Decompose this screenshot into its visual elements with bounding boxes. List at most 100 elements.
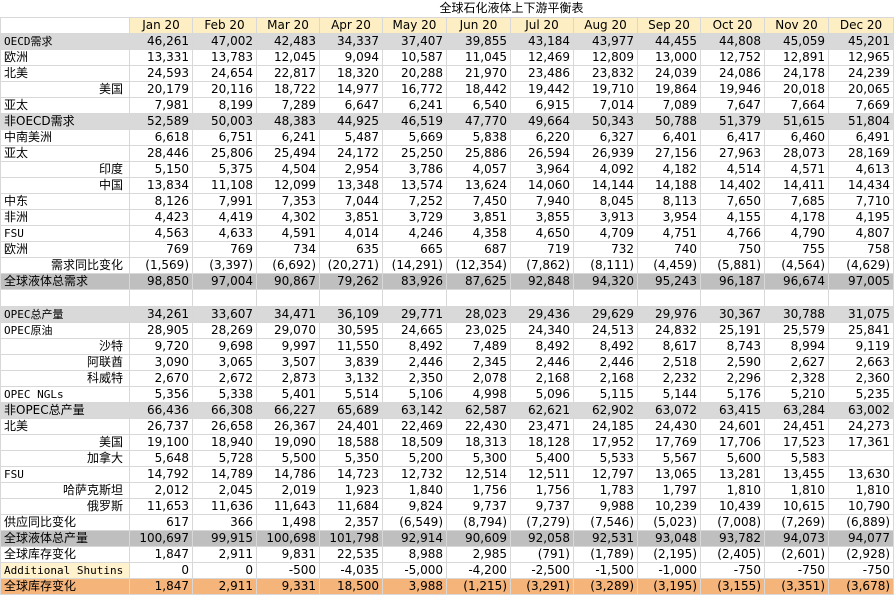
value-cell[interactable]: 7,353 bbox=[256, 192, 320, 210]
value-cell[interactable]: 1,498 bbox=[256, 513, 320, 531]
value-cell[interactable]: 5,600 bbox=[700, 449, 765, 467]
row-label[interactable]: 美国 bbox=[0, 433, 130, 451]
value-cell[interactable]: 93,782 bbox=[700, 529, 765, 547]
value-cell[interactable]: 24,178 bbox=[764, 64, 829, 82]
value-cell[interactable]: 34,261 bbox=[129, 305, 193, 323]
row-label[interactable]: 非OECD需求 bbox=[0, 112, 130, 130]
value-cell[interactable]: 92,914 bbox=[382, 529, 447, 547]
value-cell[interactable]: 4,790 bbox=[764, 224, 829, 242]
value-cell[interactable]: 20,018 bbox=[764, 80, 829, 98]
value-cell[interactable]: 22,535 bbox=[319, 545, 383, 563]
value-cell[interactable]: 100,698 bbox=[256, 529, 320, 547]
value-cell[interactable]: 27,156 bbox=[637, 144, 701, 162]
value-cell[interactable]: 26,658 bbox=[192, 417, 257, 435]
empty-cell[interactable] bbox=[827, 288, 894, 307]
value-cell[interactable]: 1,923 bbox=[319, 481, 383, 499]
value-cell[interactable]: 93,048 bbox=[637, 529, 701, 547]
value-cell[interactable]: 51,615 bbox=[764, 112, 829, 130]
value-cell[interactable]: 19,710 bbox=[573, 80, 638, 98]
value-cell[interactable]: 5,583 bbox=[764, 449, 829, 467]
row-label[interactable]: 北美 bbox=[0, 64, 130, 82]
value-cell[interactable]: 13,065 bbox=[637, 465, 701, 483]
value-cell[interactable]: (3,289) bbox=[573, 577, 638, 595]
value-cell[interactable]: 24,340 bbox=[510, 321, 574, 339]
value-cell[interactable]: 8,988 bbox=[382, 545, 447, 563]
value-cell[interactable]: 20,116 bbox=[192, 80, 257, 98]
value-cell[interactable]: 50,343 bbox=[573, 112, 638, 130]
value-cell[interactable]: 3,839 bbox=[319, 353, 383, 371]
value-cell[interactable]: 13,624 bbox=[446, 176, 511, 194]
value-cell[interactable]: (7,269) bbox=[764, 513, 829, 531]
value-cell[interactable]: 5,356 bbox=[129, 385, 193, 403]
value-cell[interactable]: 7,089 bbox=[637, 96, 701, 114]
value-cell[interactable]: 50,788 bbox=[637, 112, 701, 130]
value-cell[interactable]: 50,003 bbox=[192, 112, 257, 130]
value-cell[interactable]: 2,446 bbox=[382, 353, 447, 371]
value-cell[interactable]: 94,077 bbox=[827, 529, 894, 547]
empty-cell[interactable] bbox=[637, 288, 701, 307]
value-cell[interactable]: 13,834 bbox=[129, 176, 193, 194]
value-cell[interactable]: 24,401 bbox=[319, 417, 383, 435]
value-cell[interactable]: 7,489 bbox=[446, 337, 511, 355]
value-cell[interactable]: 6,417 bbox=[700, 128, 765, 146]
value-cell[interactable]: 14,060 bbox=[510, 176, 574, 194]
value-cell[interactable]: 39,855 bbox=[446, 32, 511, 50]
value-cell[interactable]: 23,025 bbox=[446, 321, 511, 339]
value-cell[interactable]: 5,210 bbox=[764, 385, 829, 403]
value-cell[interactable]: 7,710 bbox=[827, 192, 894, 210]
value-cell[interactable]: 5,648 bbox=[129, 449, 193, 467]
value-cell[interactable]: 12,469 bbox=[510, 48, 574, 66]
value-cell[interactable]: 90,609 bbox=[446, 529, 511, 547]
value-cell[interactable]: 2,350 bbox=[382, 369, 447, 387]
value-cell[interactable]: 2,019 bbox=[256, 481, 320, 499]
row-label[interactable]: OECD需求 bbox=[0, 32, 130, 50]
value-cell[interactable]: 20,288 bbox=[382, 64, 447, 82]
value-cell[interactable]: 13,348 bbox=[319, 176, 383, 194]
value-cell[interactable]: 24,273 bbox=[827, 417, 894, 435]
row-label[interactable]: FSU bbox=[0, 224, 130, 242]
value-cell[interactable]: 4,709 bbox=[573, 224, 638, 242]
header-month-2[interactable]: Feb 20 bbox=[192, 16, 257, 34]
row-label[interactable]: OPEC原油 bbox=[0, 321, 130, 339]
value-cell[interactable]: 12,752 bbox=[700, 48, 765, 66]
row-label[interactable]: 亚太 bbox=[0, 144, 130, 162]
value-cell[interactable]: 97,004 bbox=[192, 272, 257, 290]
value-cell[interactable]: 8,199 bbox=[192, 96, 257, 114]
value-cell[interactable]: 18,722 bbox=[256, 80, 320, 98]
value-cell[interactable]: 4,591 bbox=[256, 224, 320, 242]
value-cell[interactable]: 25,886 bbox=[446, 144, 511, 162]
value-cell[interactable]: -2,500 bbox=[510, 561, 574, 579]
value-cell[interactable]: 5,375 bbox=[192, 160, 257, 178]
value-cell[interactable]: (8,794) bbox=[446, 513, 511, 531]
value-cell[interactable]: 2,345 bbox=[446, 353, 511, 371]
value-cell[interactable]: 3,851 bbox=[446, 208, 511, 226]
value-cell[interactable]: 44,925 bbox=[319, 112, 383, 130]
value-cell[interactable]: 5,669 bbox=[382, 128, 447, 146]
value-cell[interactable]: 3,786 bbox=[382, 160, 447, 178]
value-cell[interactable]: (7,546) bbox=[573, 513, 638, 531]
value-cell[interactable]: 2,078 bbox=[446, 369, 511, 387]
value-cell[interactable]: 25,579 bbox=[764, 321, 829, 339]
value-cell[interactable]: 2,328 bbox=[764, 369, 829, 387]
value-cell[interactable]: 2,518 bbox=[637, 353, 701, 371]
value-cell[interactable]: (1,215) bbox=[446, 577, 511, 595]
value-cell[interactable]: 3,913 bbox=[573, 208, 638, 226]
value-cell[interactable]: 17,952 bbox=[573, 433, 638, 451]
value-cell[interactable]: 4,766 bbox=[700, 224, 765, 242]
value-cell[interactable]: 8,492 bbox=[510, 337, 574, 355]
value-cell[interactable]: 5,235 bbox=[827, 385, 894, 403]
value-cell[interactable]: -500 bbox=[256, 561, 320, 579]
row-label[interactable]: 科威特 bbox=[0, 369, 130, 387]
value-cell[interactable]: 12,891 bbox=[764, 48, 829, 66]
value-cell[interactable]: 37,407 bbox=[382, 32, 447, 50]
value-cell[interactable]: (7,008) bbox=[700, 513, 765, 531]
value-cell[interactable]: 26,594 bbox=[510, 144, 574, 162]
value-cell[interactable]: 28,905 bbox=[129, 321, 193, 339]
value-cell[interactable]: 1,847 bbox=[129, 545, 193, 563]
value-cell[interactable]: 4,423 bbox=[129, 208, 193, 226]
value-cell[interactable]: 45,059 bbox=[764, 32, 829, 50]
value-cell[interactable]: 17,523 bbox=[764, 433, 829, 451]
value-cell[interactable]: 6,647 bbox=[319, 96, 383, 114]
value-cell[interactable]: 7,650 bbox=[700, 192, 765, 210]
value-cell[interactable]: 4,178 bbox=[764, 208, 829, 226]
